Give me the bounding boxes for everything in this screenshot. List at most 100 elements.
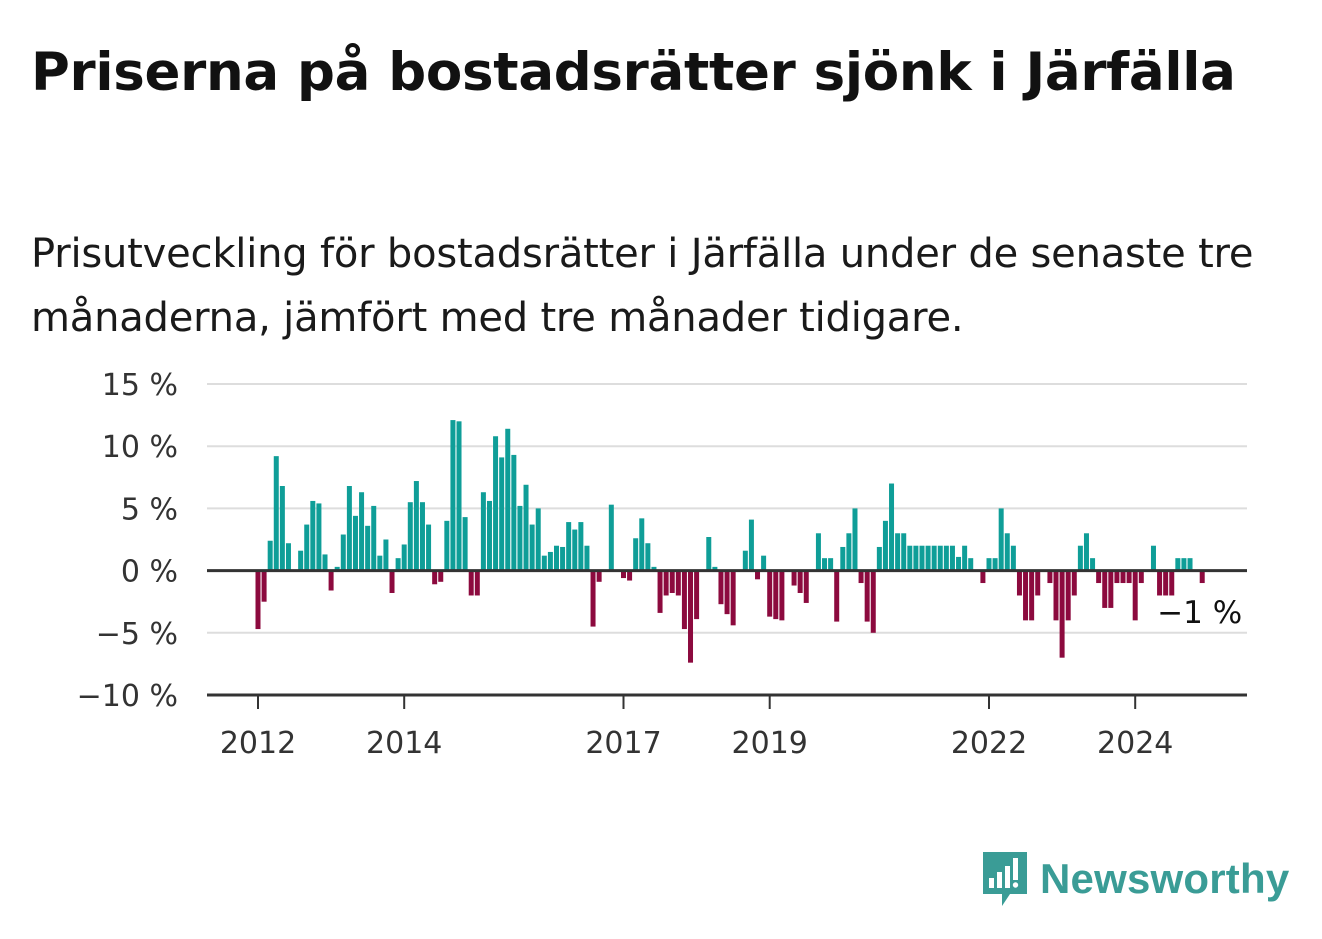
bar — [334, 566, 340, 571]
bar — [748, 519, 754, 571]
bar — [255, 570, 261, 630]
bar — [846, 533, 852, 571]
bar-chart-speech-bubble-icon — [983, 852, 1027, 906]
bar — [791, 570, 797, 586]
bar — [1010, 545, 1016, 571]
bar — [834, 570, 840, 622]
bar — [456, 421, 462, 571]
bar — [1199, 570, 1205, 584]
bar — [444, 520, 450, 571]
bar — [730, 570, 736, 626]
bar — [377, 555, 383, 571]
bar — [937, 545, 943, 571]
bar — [517, 505, 523, 571]
bar — [803, 570, 809, 603]
bar — [480, 492, 486, 571]
bar — [1023, 570, 1029, 621]
bar — [486, 500, 492, 571]
bar — [1102, 570, 1108, 608]
bar — [1029, 570, 1035, 621]
bar — [1059, 570, 1065, 658]
bar — [596, 570, 602, 582]
bar — [584, 545, 590, 571]
x-tick-label: 2014 — [366, 726, 442, 761]
bar — [986, 558, 992, 571]
bar — [1016, 570, 1022, 596]
bar — [663, 570, 669, 596]
bar — [1035, 570, 1041, 596]
bar — [474, 570, 480, 596]
bar — [962, 545, 968, 571]
bar — [340, 534, 346, 571]
bar — [706, 537, 712, 571]
bar — [432, 570, 438, 585]
bar — [590, 570, 596, 627]
bar — [529, 524, 535, 571]
bar — [395, 558, 401, 571]
bar — [943, 545, 949, 571]
bar — [742, 550, 748, 571]
bar — [1065, 570, 1071, 621]
bar — [1169, 570, 1175, 596]
bar — [645, 543, 651, 571]
bar — [1090, 558, 1096, 571]
bar — [968, 558, 974, 571]
bar — [413, 481, 419, 571]
bar — [694, 570, 700, 620]
bar — [901, 533, 907, 571]
bar — [852, 508, 858, 571]
bar — [1096, 570, 1102, 584]
newsworthy-logo: Newsworthy — [980, 848, 1289, 910]
y-tick-label: 10 % — [102, 430, 178, 465]
bar — [285, 543, 291, 571]
y-tick-label: 15 % — [102, 368, 178, 403]
bar — [773, 570, 779, 620]
bar — [718, 570, 724, 605]
bar — [578, 522, 584, 571]
x-tick-label: 2019 — [732, 726, 808, 761]
bar — [523, 484, 529, 571]
bar — [828, 558, 834, 571]
bar — [566, 522, 572, 571]
bar — [511, 454, 517, 571]
bar — [1120, 570, 1126, 584]
bar — [864, 570, 870, 622]
bar — [639, 518, 645, 571]
chart-title: Priserna på bostadsrätter sjönk i Järfäl… — [31, 42, 1236, 103]
y-tick-label: 0 % — [121, 555, 178, 590]
bar — [1083, 533, 1089, 571]
bar — [1157, 570, 1163, 596]
bar — [1004, 533, 1010, 571]
bar — [822, 558, 828, 571]
bar — [858, 570, 864, 584]
bar — [992, 558, 998, 571]
bar — [322, 554, 328, 571]
bar — [346, 486, 352, 571]
x-tick-label: 2024 — [1097, 726, 1173, 761]
bar — [1175, 558, 1181, 571]
bar — [468, 570, 474, 596]
bar — [815, 533, 821, 571]
bar — [1047, 570, 1053, 584]
bar — [1132, 570, 1138, 621]
bar — [426, 524, 432, 571]
bar — [298, 550, 304, 571]
bar — [797, 570, 803, 593]
bar — [547, 551, 553, 571]
bar — [767, 570, 773, 617]
bar — [553, 545, 559, 571]
bar — [925, 545, 931, 571]
bar — [1114, 570, 1120, 584]
bar — [931, 545, 937, 571]
bar — [1150, 545, 1156, 571]
bar — [755, 570, 761, 580]
bar — [651, 566, 657, 571]
bar — [1138, 570, 1144, 584]
bar — [724, 570, 730, 615]
bar — [535, 508, 541, 571]
bar — [279, 486, 285, 571]
bar — [560, 546, 566, 571]
bar — [913, 545, 919, 571]
bar — [541, 555, 547, 571]
bar — [1053, 570, 1059, 621]
